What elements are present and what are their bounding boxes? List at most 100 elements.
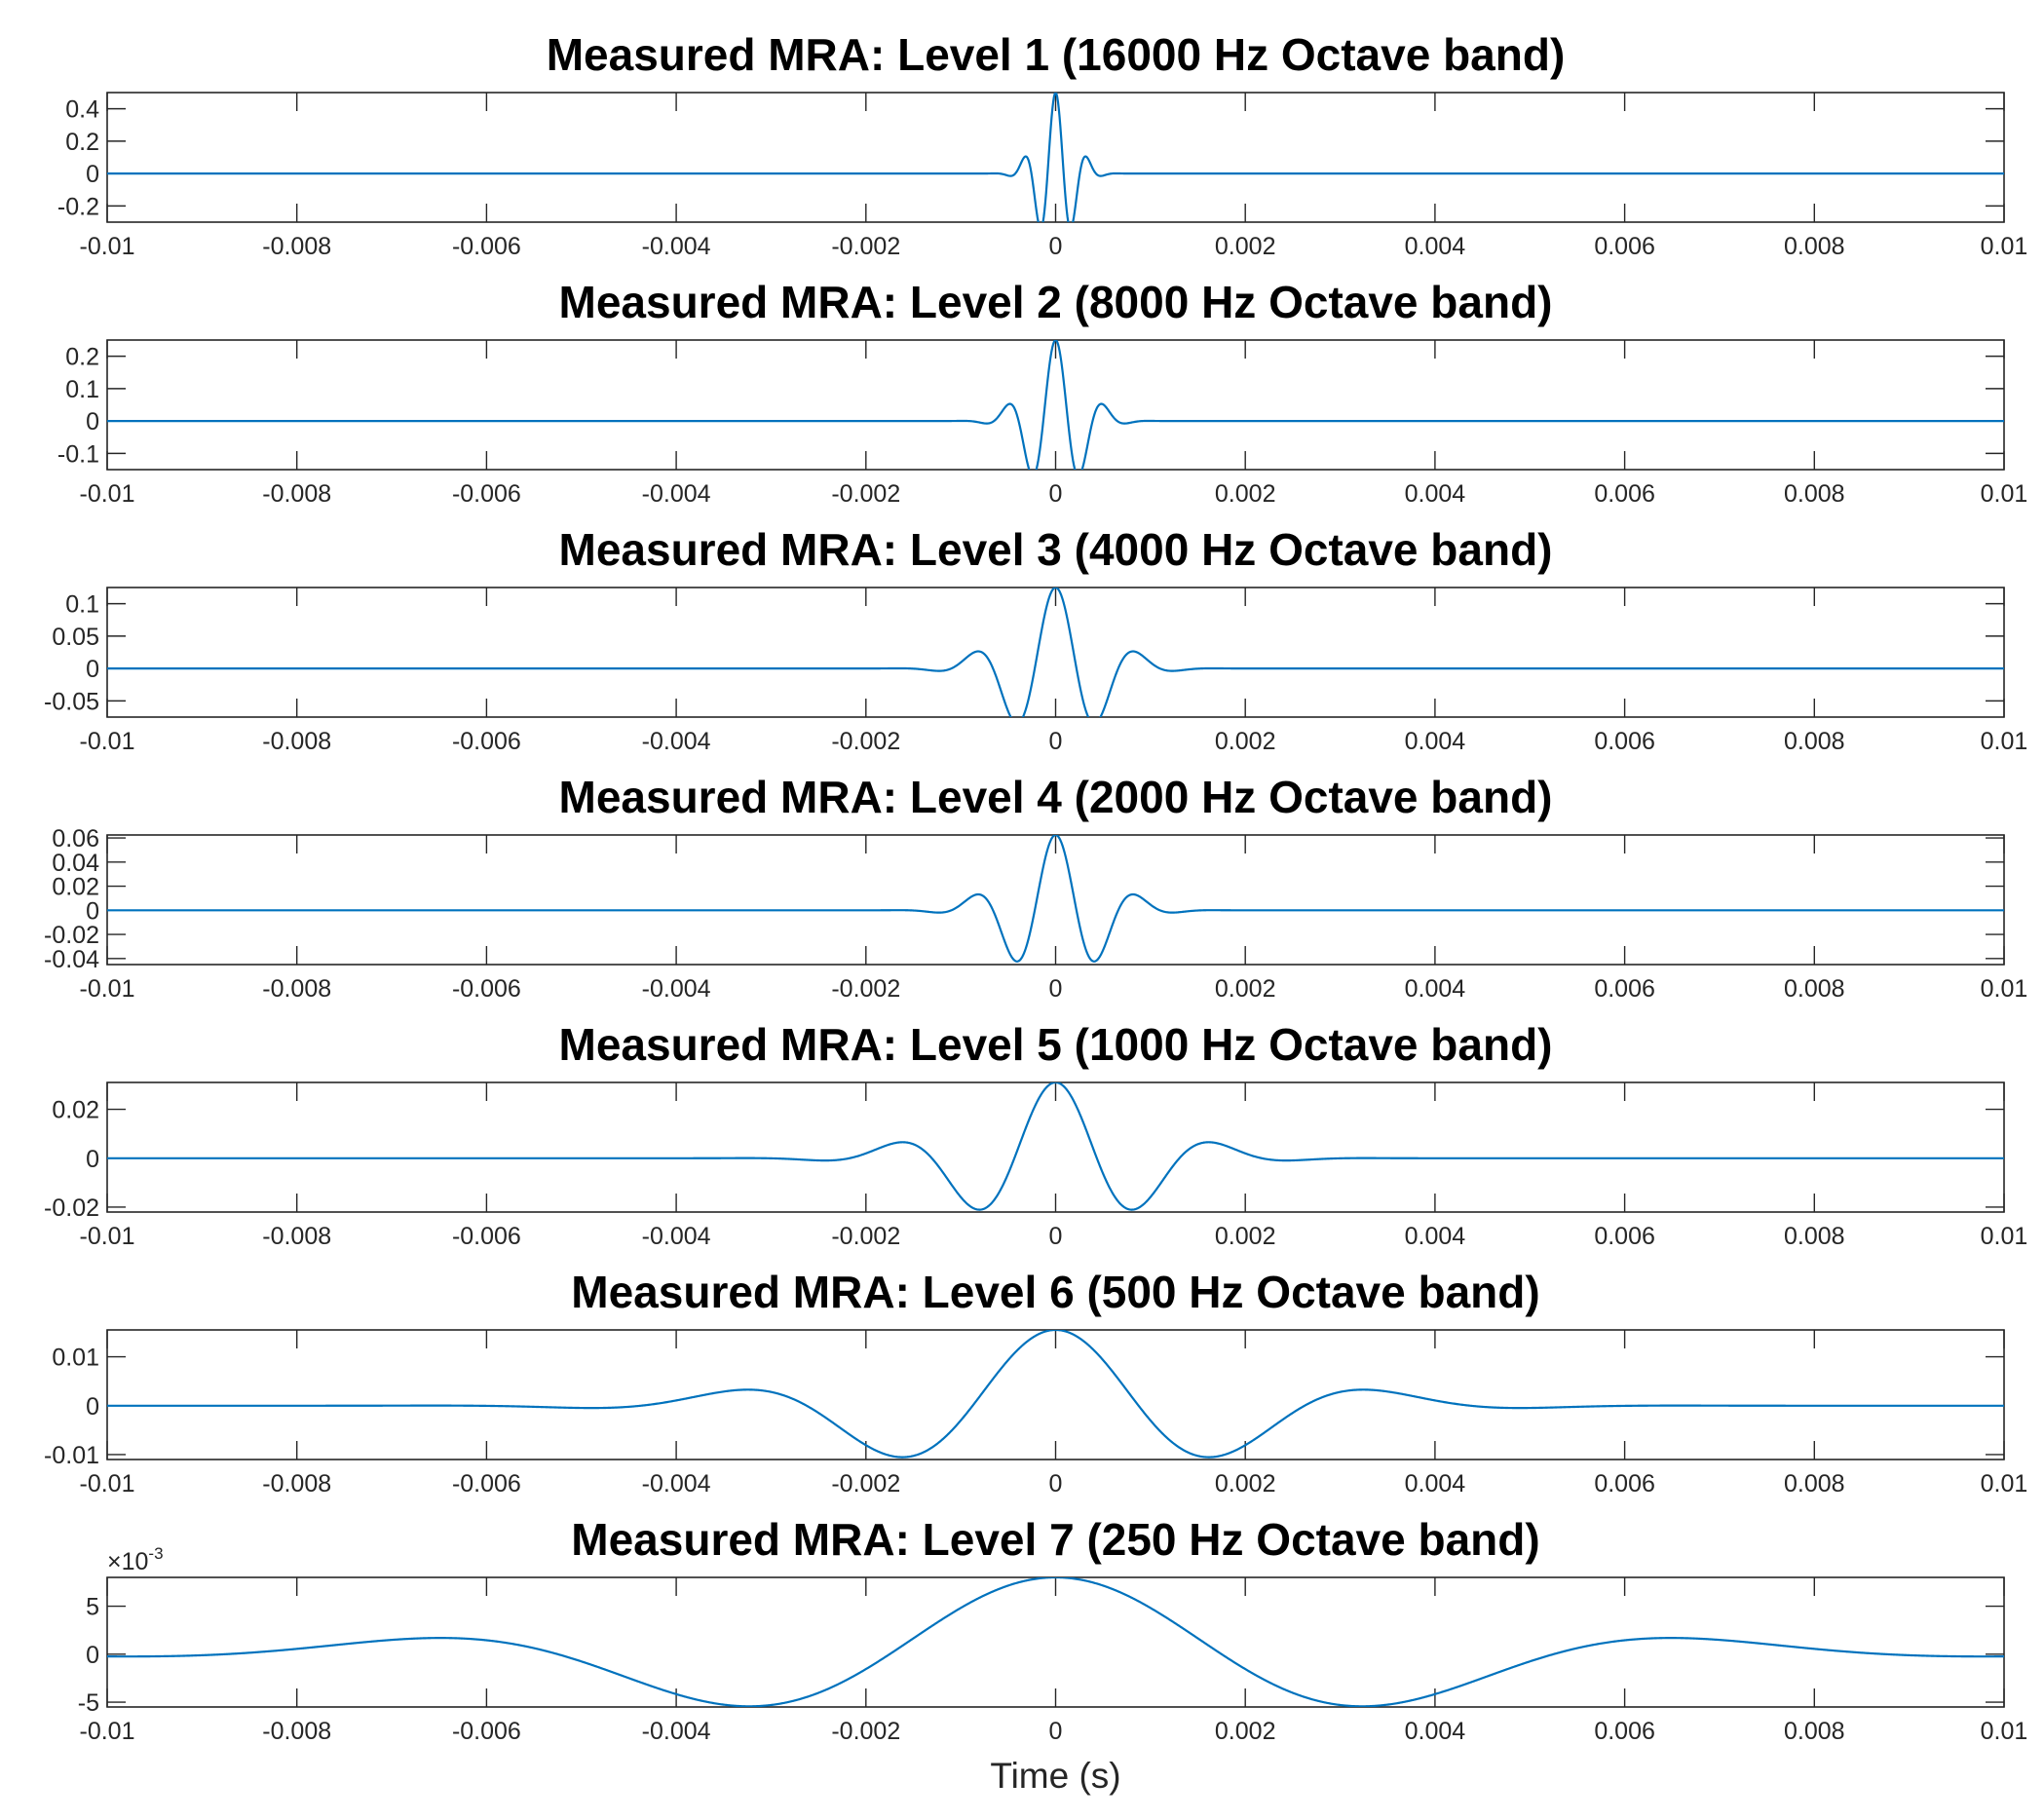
subplot-title: Measured MRA: Level 7 (250 Hz Octave ban… <box>571 1514 1539 1565</box>
x-tick-label: 0.006 <box>1594 728 1655 755</box>
x-tick-label: 0.01 <box>1981 728 2028 755</box>
x-tick-label: 0.006 <box>1594 1718 1655 1745</box>
series-line <box>107 1082 2004 1211</box>
x-tick-label: -0.002 <box>831 728 900 755</box>
x-tick-label: 0.002 <box>1215 233 1276 260</box>
y-tick-label: 0.1 <box>65 591 99 619</box>
x-tick-label: -0.006 <box>452 1470 521 1498</box>
axes-box <box>106 1329 2005 1460</box>
x-tick-label: -0.004 <box>642 480 711 508</box>
x-tick-label: 0.004 <box>1405 480 1466 508</box>
subplot-level-2: Measured MRA: Level 2 (8000 Hz Octave ba… <box>57 277 2027 508</box>
x-tick-label: 0.006 <box>1594 975 1655 1003</box>
subplot-title: Measured MRA: Level 3 (4000 Hz Octave ba… <box>559 524 1553 575</box>
x-tick-label: 0.008 <box>1784 975 1845 1003</box>
y-tick-label: 0.06 <box>52 825 99 853</box>
y-tick-label: 0.04 <box>52 850 99 877</box>
x-tick-label: -0.008 <box>262 480 331 508</box>
x-tick-label: 0 <box>1049 233 1063 260</box>
x-tick-label: -0.008 <box>262 1470 331 1498</box>
x-tick-label: -0.006 <box>452 1718 521 1745</box>
y-tick-label: 0.1 <box>65 376 99 403</box>
x-tick-label: -0.002 <box>831 480 900 508</box>
subplot-level-7: Measured MRA: Level 7 (250 Hz Octave ban… <box>78 1514 2028 1796</box>
x-tick-label: -0.01 <box>80 1718 135 1745</box>
x-tick-label: -0.01 <box>80 233 135 260</box>
x-tick-label: 0.002 <box>1215 1223 1276 1250</box>
x-tick-label: 0.008 <box>1784 233 1845 260</box>
series-line <box>107 835 2004 963</box>
x-tick-label: -0.006 <box>452 233 521 260</box>
x-tick-label: -0.01 <box>80 480 135 508</box>
y-tick-label: 0 <box>86 1642 99 1669</box>
y-tick-label: 0 <box>86 1146 99 1173</box>
x-tick-label: 0.006 <box>1594 1470 1655 1498</box>
y-tick-label: -0.02 <box>44 1194 99 1222</box>
y-tick-label: -0.05 <box>44 688 99 715</box>
subplot-title: Measured MRA: Level 1 (16000 Hz Octave b… <box>547 29 1566 80</box>
x-tick-label: 0.008 <box>1784 1470 1845 1498</box>
x-tick-label: 0.01 <box>1981 1470 2028 1498</box>
x-tick-label: -0.004 <box>642 1223 711 1250</box>
subplot-title: Measured MRA: Level 5 (1000 Hz Octave ba… <box>559 1019 1553 1070</box>
x-tick-label: 0.004 <box>1405 728 1466 755</box>
y-tick-label: 0 <box>86 408 99 436</box>
x-tick-label: 0.006 <box>1594 233 1655 260</box>
x-tick-label: -0.006 <box>452 975 521 1003</box>
x-tick-label: 0 <box>1049 1470 1063 1498</box>
x-tick-label: 0.004 <box>1405 233 1466 260</box>
y-tick-label: 0 <box>86 656 99 683</box>
x-tick-label: -0.002 <box>831 1470 900 1498</box>
y-tick-label: 0.02 <box>52 874 99 901</box>
series-line <box>107 1330 2004 1459</box>
x-tick-label: -0.002 <box>831 975 900 1003</box>
y-tick-label: 0 <box>86 161 99 188</box>
y-tick-label: 5 <box>86 1594 99 1621</box>
x-tick-label: 0.004 <box>1405 1718 1466 1745</box>
x-tick-label: 0.01 <box>1981 233 2028 260</box>
y-tick-label: -0.01 <box>44 1442 99 1469</box>
x-tick-label: -0.004 <box>642 233 711 260</box>
x-tick-label: 0.002 <box>1215 480 1276 508</box>
x-tick-label: -0.008 <box>262 975 331 1003</box>
x-tick-label: 0.002 <box>1215 1470 1276 1498</box>
x-tick-label: -0.004 <box>642 1718 711 1745</box>
axes-box <box>106 1081 2005 1213</box>
x-tick-label: 0.01 <box>1981 975 2028 1003</box>
x-tick-label: 0 <box>1049 480 1063 508</box>
subplot-title: Measured MRA: Level 4 (2000 Hz Octave ba… <box>559 772 1553 822</box>
x-tick-label: 0.008 <box>1784 480 1845 508</box>
x-tick-label: 0 <box>1049 1718 1063 1745</box>
x-tick-label: -0.008 <box>262 728 331 755</box>
y-tick-label: 0.2 <box>65 129 99 156</box>
subplot-level-4: Measured MRA: Level 4 (2000 Hz Octave ba… <box>44 772 2027 1003</box>
x-tick-label: -0.006 <box>452 728 521 755</box>
x-tick-label: -0.002 <box>831 1223 900 1250</box>
y-tick-label: 0.01 <box>52 1345 99 1372</box>
y-tick-label: -0.1 <box>57 440 99 468</box>
y-tick-label: 0.2 <box>65 344 99 371</box>
y-exponent-label: ×10-3 <box>107 1544 164 1575</box>
x-tick-label: -0.004 <box>642 728 711 755</box>
subplot-level-6: Measured MRA: Level 6 (500 Hz Octave ban… <box>44 1267 2027 1498</box>
x-tick-label: 0 <box>1049 1223 1063 1250</box>
x-tick-label: -0.01 <box>80 1223 135 1250</box>
y-tick-label: -5 <box>78 1689 99 1717</box>
x-tick-label: 0.01 <box>1981 480 2028 508</box>
y-tick-label: 0.05 <box>52 624 99 651</box>
axes-box <box>106 339 2005 471</box>
x-tick-label: -0.01 <box>80 975 135 1003</box>
y-tick-label: -0.04 <box>44 946 99 973</box>
axes-box <box>106 587 2005 718</box>
subplot-title: Measured MRA: Level 6 (500 Hz Octave ban… <box>571 1267 1539 1317</box>
y-tick-label: 0 <box>86 1393 99 1421</box>
x-tick-label: 0.006 <box>1594 480 1655 508</box>
series-line <box>107 93 2004 222</box>
y-tick-label: 0.4 <box>65 96 99 124</box>
x-tick-label: -0.004 <box>642 975 711 1003</box>
x-tick-label: 0.002 <box>1215 1718 1276 1745</box>
subplot-level-3: Measured MRA: Level 3 (4000 Hz Octave ba… <box>44 524 2027 755</box>
axes-box <box>106 834 2005 966</box>
axes-box <box>106 92 2005 223</box>
axes-box <box>106 1576 2005 1708</box>
